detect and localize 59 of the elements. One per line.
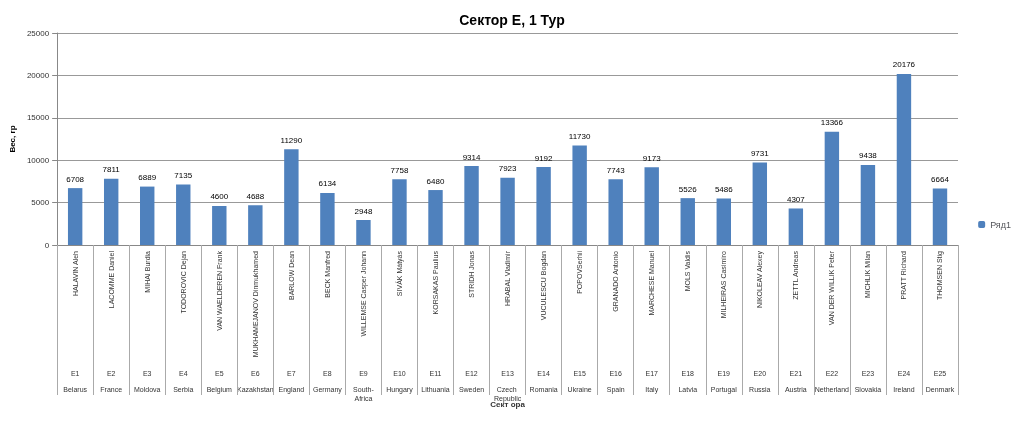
bar [428,190,443,245]
data-label: 9438 [859,151,878,161]
bar [356,220,371,245]
y-tick-label: 0 [44,240,50,250]
data-label: 7743 [606,165,626,175]
data-label: 6889 [138,173,157,183]
data-label: 5526 [678,184,698,194]
data-label: 4307 [786,194,806,204]
data-label: 7923 [498,164,518,174]
data-label: 9173 [642,153,662,163]
bar [392,179,407,245]
bar [680,198,695,245]
bar [67,188,83,245]
bar [608,179,623,245]
y-tick-label: 25000 [26,28,50,38]
bar [284,149,299,245]
data-label: 7135 [174,171,193,180]
chart-title: Сектор E, 1 Тур [459,12,565,28]
data-label: 6708 [66,174,85,184]
data-label: 7811 [102,165,121,175]
y-tick-label: 10000 [26,155,50,165]
bar [140,186,155,245]
data-label: 4600 [210,192,229,202]
data-label: 2948 [354,206,373,216]
bar [824,131,840,245]
data-label: 5486 [714,184,734,194]
legend-label: Ряд1 [990,219,1012,230]
bar [536,167,551,245]
bar [644,167,659,245]
bar [932,188,948,245]
bar [572,145,587,245]
data-label: 13366 [820,118,844,128]
bar [320,192,335,245]
data-label: 4688 [246,191,265,201]
y-tick-label: 20000 [26,70,50,80]
bar [788,208,804,245]
data-label: 6134 [318,179,337,189]
data-label: 11730 [568,132,592,142]
bar [896,73,912,245]
bar [860,164,876,245]
y-tick-label: 15000 [26,113,50,123]
data-label: 11290 [280,135,303,145]
data-label: 6664 [931,174,950,184]
bar [500,177,515,245]
bar [176,184,191,245]
data-label: 20176 [892,60,916,70]
bar [212,205,227,245]
data-label: 7758 [390,165,409,175]
y-axis-title: Вес, гр [7,125,17,153]
bar [103,178,119,245]
bar [752,162,768,245]
bar [464,166,479,245]
y-tick-label: 5000 [31,198,50,208]
bar [716,198,731,245]
data-label: 9314 [462,152,481,162]
data-label: 9731 [750,148,770,158]
bar [248,205,263,245]
data-label: 6480 [426,176,445,186]
data-label: 9192 [534,153,554,163]
